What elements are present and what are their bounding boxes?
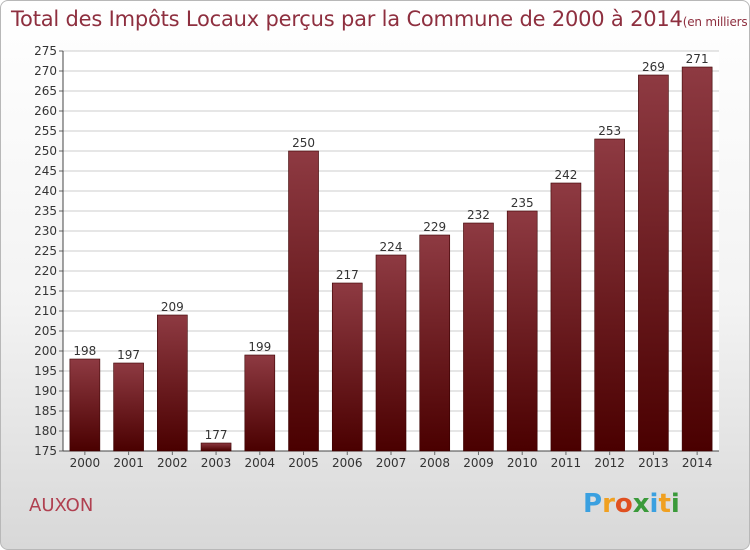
bar-value-label: 209 — [161, 300, 184, 314]
bar — [113, 362, 144, 452]
logo-letter: i — [649, 489, 659, 519]
x-tick-label: 2012 — [594, 456, 625, 470]
y-tick-label: 245 — [34, 164, 57, 178]
x-tick-label: 2002 — [157, 456, 188, 470]
x-tick-label: 2010 — [507, 456, 538, 470]
bar — [69, 358, 101, 452]
y-tick-label: 200 — [34, 344, 57, 358]
bar-value-label: 198 — [73, 344, 96, 358]
x-tick-label: 2003 — [201, 456, 232, 470]
x-tick-label: 2007 — [376, 456, 407, 470]
chart-unit-label: (en milliers d'€) — [682, 15, 749, 29]
y-tick-label: 265 — [34, 84, 57, 98]
bar-value-label: 217 — [336, 268, 359, 282]
x-tick-label: 2005 — [288, 456, 319, 470]
bar — [463, 222, 494, 452]
bar — [375, 254, 407, 452]
bar — [594, 138, 625, 452]
x-tick-label: 2008 — [419, 456, 450, 470]
commune-name: AUXON — [29, 495, 94, 516]
y-tick-label: 260 — [34, 104, 57, 118]
bar — [157, 314, 188, 452]
y-tick-label: 195 — [34, 364, 57, 378]
bar-value-label: 269 — [642, 60, 665, 74]
bar-value-label: 224 — [380, 240, 403, 254]
bar-value-label: 229 — [423, 220, 446, 234]
bar — [288, 150, 319, 452]
y-tick-label: 220 — [34, 264, 57, 278]
bar — [506, 210, 538, 452]
x-tick-label: 2006 — [332, 456, 363, 470]
y-tick-label: 225 — [34, 244, 57, 258]
bar — [244, 354, 276, 452]
bar-value-label: 197 — [117, 348, 140, 362]
bar-value-label: 242 — [554, 168, 577, 182]
y-tick-label: 185 — [34, 404, 57, 418]
x-tick-label: 2001 — [113, 456, 144, 470]
logo-letter: i — [670, 489, 680, 519]
bar — [638, 74, 669, 452]
x-tick-label: 2011 — [551, 456, 582, 470]
bar-value-label: 235 — [511, 196, 534, 210]
logo-letter: r — [602, 489, 615, 519]
y-tick-label: 270 — [34, 64, 57, 78]
y-tick-label: 255 — [34, 124, 57, 138]
x-tick-label: 2013 — [638, 456, 669, 470]
bar-value-label: 232 — [467, 208, 490, 222]
x-tick-label: 2009 — [463, 456, 494, 470]
y-tick-label: 275 — [34, 44, 57, 58]
bar — [331, 282, 363, 452]
bar — [419, 234, 451, 452]
bar-value-label: 271 — [686, 52, 709, 66]
y-tick-label: 180 — [34, 424, 57, 438]
bar-value-label: 253 — [598, 124, 621, 138]
bar-value-label: 177 — [205, 428, 228, 442]
bar-value-label: 199 — [248, 340, 271, 354]
bar — [200, 442, 232, 452]
logo-letter: o — [614, 489, 633, 519]
chart-title-text: Total des Impôts Locaux perçus par la Co… — [11, 7, 683, 31]
y-tick-label: 205 — [34, 324, 57, 338]
x-tick-label: 2000 — [70, 456, 101, 470]
bar — [681, 66, 713, 452]
bar-value-label: 250 — [292, 136, 315, 150]
y-tick-label: 210 — [34, 304, 57, 318]
y-tick-label: 215 — [34, 284, 57, 298]
bar — [550, 182, 582, 452]
logo-letter: P — [583, 489, 603, 519]
y-tick-label: 250 — [34, 144, 57, 158]
y-tick-label: 230 — [34, 224, 57, 238]
proxiti-logo: Proxiti — [583, 489, 680, 519]
y-tick-label: 175 — [34, 444, 57, 458]
y-tick-label: 190 — [34, 384, 57, 398]
y-tick-label: 240 — [34, 184, 57, 198]
chart-title: Total des Impôts Locaux perçus par la Co… — [11, 7, 749, 31]
logo-letter: x — [632, 489, 650, 519]
x-tick-label: 2004 — [245, 456, 276, 470]
x-tick-label: 2014 — [682, 456, 713, 470]
logo-letter: t — [658, 489, 671, 519]
y-tick-label: 235 — [34, 204, 57, 218]
